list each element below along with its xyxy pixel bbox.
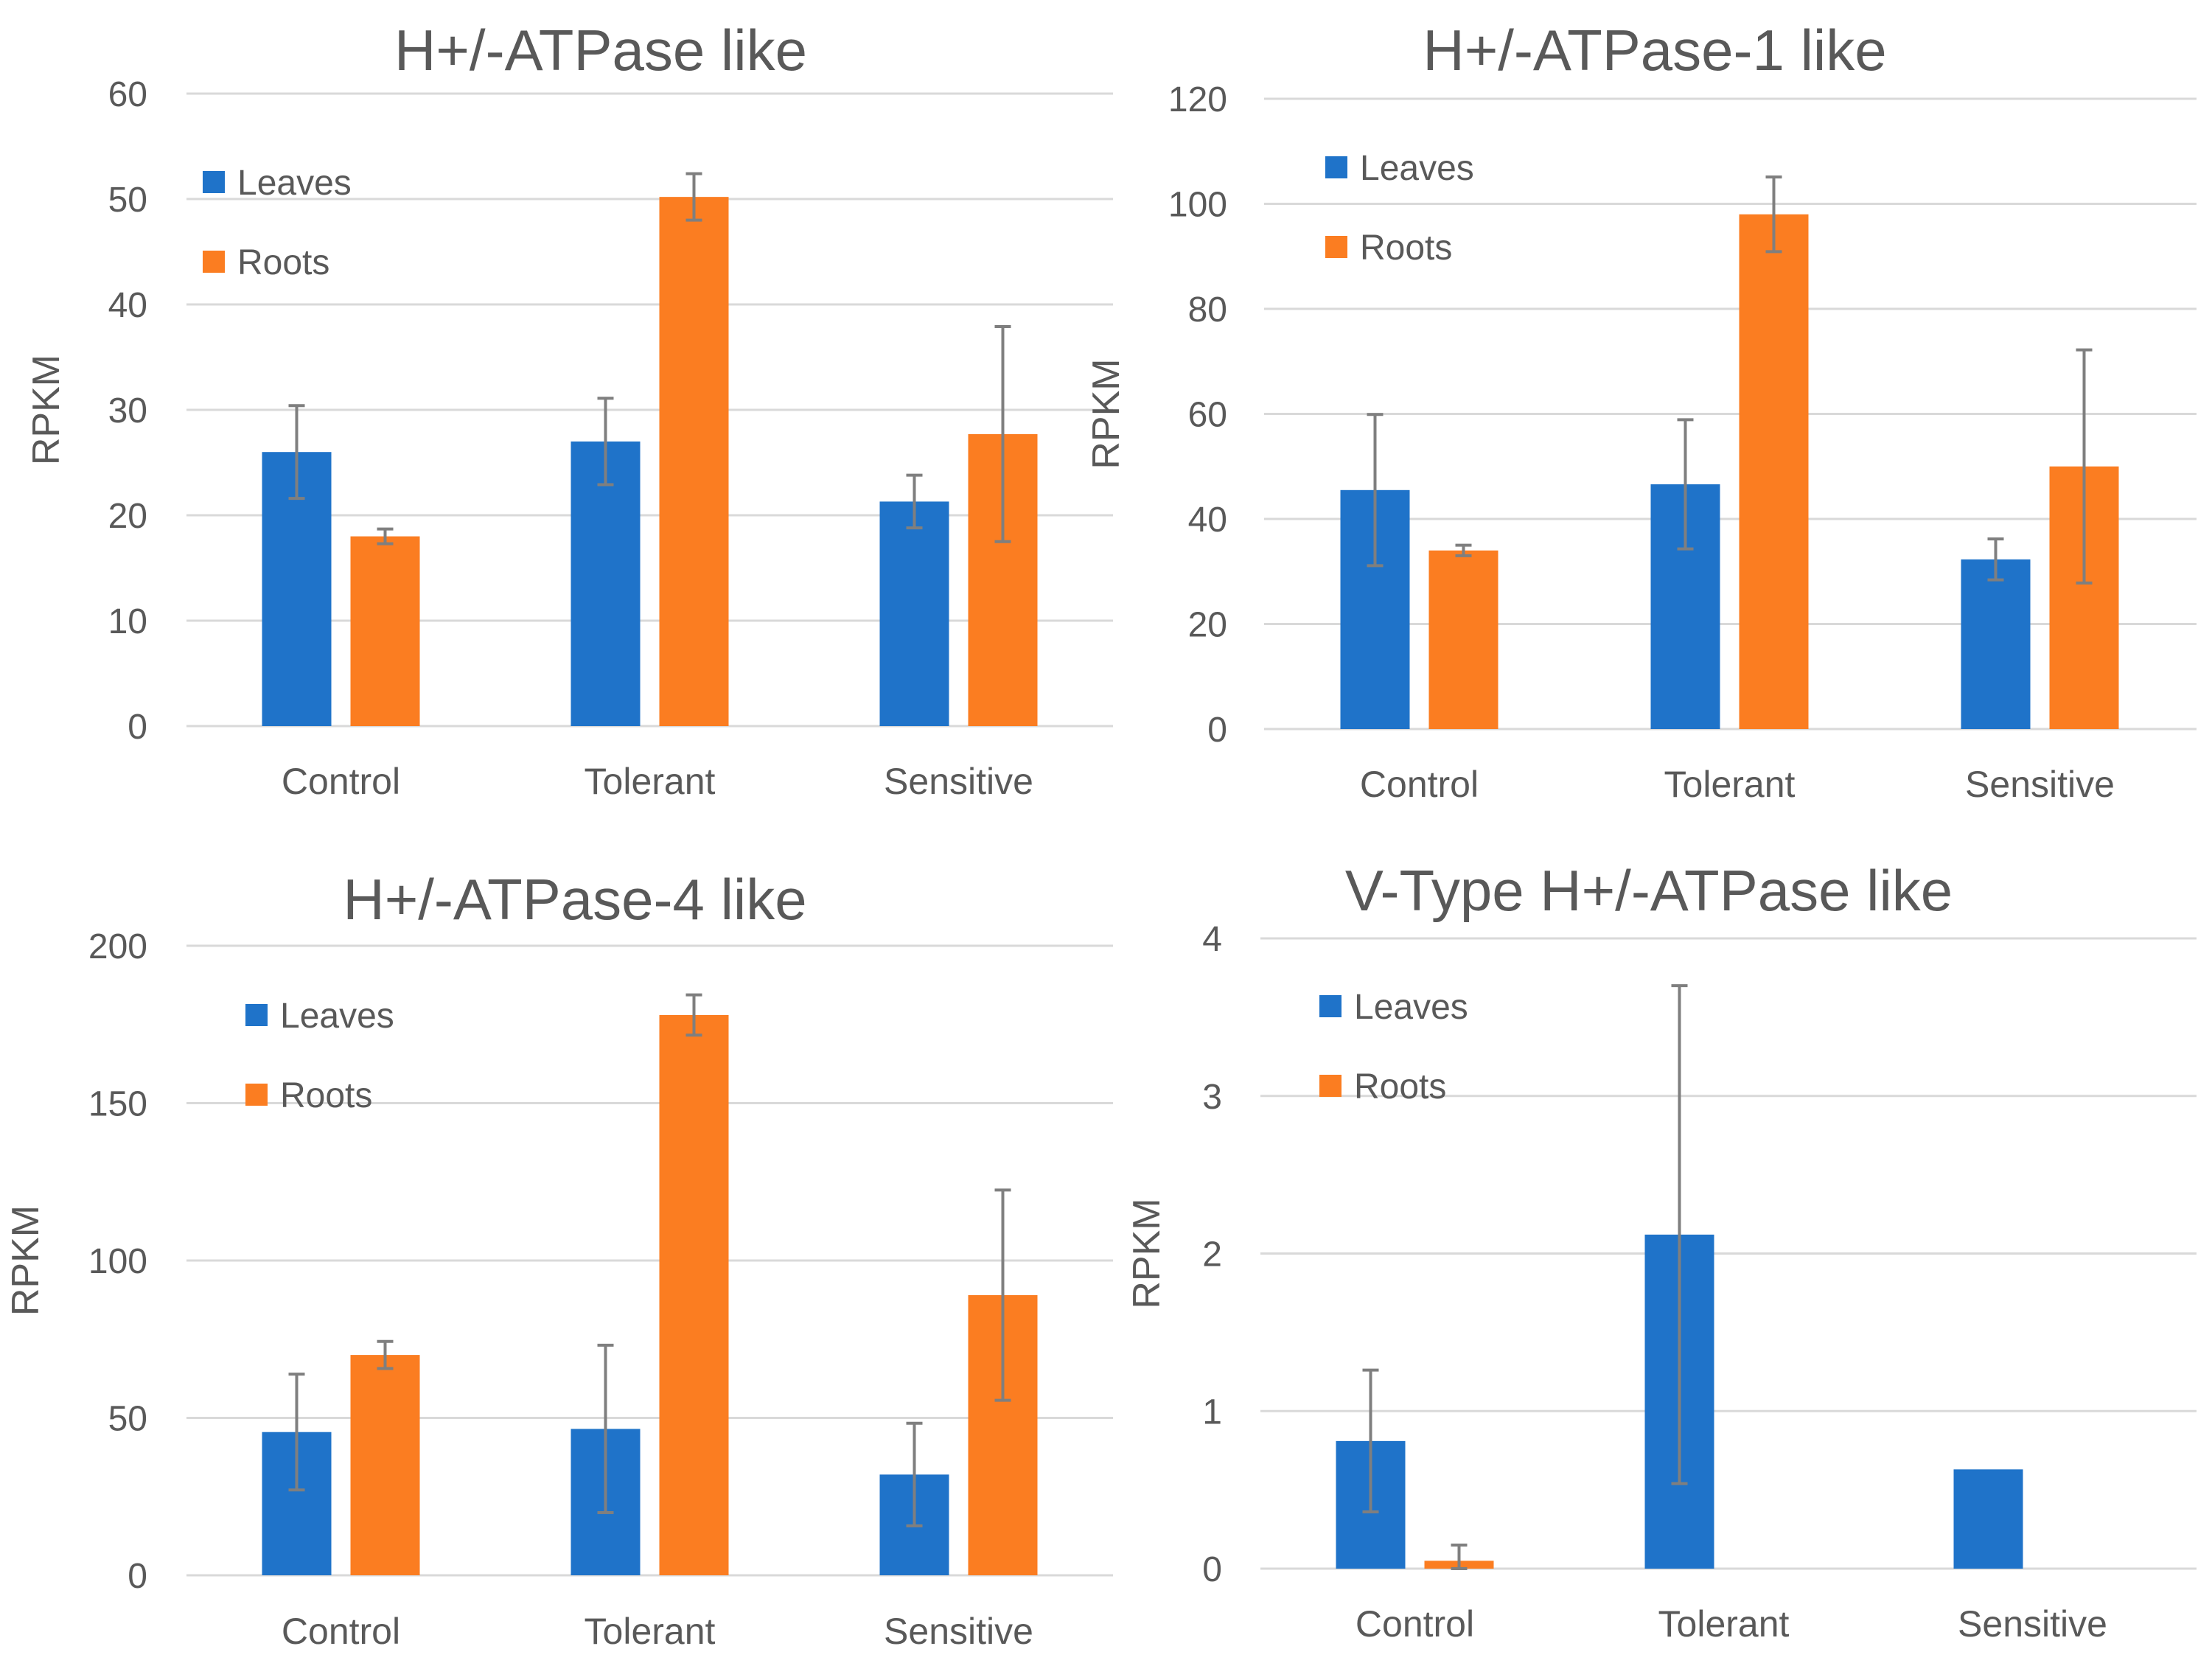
legend-label-leaves: Leaves [280, 997, 394, 1036]
y-tick-label: 30 [108, 391, 147, 430]
legend-label-leaves: Leaves [1360, 149, 1474, 188]
y-tick-label: 150 [88, 1085, 147, 1124]
category-label: Sensitive [1958, 1603, 2107, 1645]
y-axis-title: RPKM [1126, 1198, 1168, 1308]
chart-panel-2: 0 20 40 60 80 100 120 H+/-ATPase-1 like RPKM Cont… [1085, 18, 2197, 805]
y-tick-label: 40 [108, 286, 147, 325]
category-label: Sensitive [1965, 764, 2115, 805]
category-label: Control [1360, 764, 1479, 805]
bar-roots-tolerant [1739, 214, 1809, 729]
y-tick-label: 2 [1202, 1235, 1222, 1275]
legend-swatch-leaves [203, 171, 225, 193]
chart-title: H+/-ATPase like [394, 18, 807, 83]
y-tick-label: 20 [1188, 606, 1227, 645]
y-tick-label: 200 [88, 927, 147, 966]
y-axis-title: RPKM [1085, 358, 1128, 469]
category-label: Tolerant [1658, 1603, 1790, 1645]
y-tick-label: 100 [1168, 186, 1227, 225]
bar-leaves-sensitive [879, 501, 949, 726]
chart-title: V-Type H+/-ATPase like [1345, 858, 1953, 923]
category-label: Control [282, 1611, 400, 1652]
y-tick-label: 100 [88, 1242, 147, 1281]
legend-label-leaves: Leaves [1354, 988, 1468, 1027]
y-tick-label: 50 [108, 181, 147, 220]
y-axis-title: RPKM [4, 1205, 47, 1316]
y-axis-title: RPKM [25, 355, 68, 465]
y-tick-label: 1 [1202, 1392, 1222, 1432]
category-label: Tolerant [585, 761, 716, 802]
y-tick-label: 20 [108, 497, 147, 536]
category-label: Tolerant [585, 1611, 716, 1652]
bar-leaves-tolerant [571, 441, 641, 726]
bar-roots-tolerant [659, 1014, 729, 1575]
legend-label-roots: Roots [237, 243, 329, 282]
y-tick-label: 50 [108, 1400, 147, 1439]
y-tick-label: 3 [1202, 1078, 1222, 1117]
y-tick-label: 10 [108, 602, 147, 641]
y-tick-label: 0 [1207, 711, 1227, 750]
category-label: Sensitive [884, 761, 1033, 802]
category-label: Sensitive [884, 1611, 1033, 1652]
bar-roots-control [350, 536, 420, 726]
legend-label-leaves: Leaves [237, 164, 352, 203]
chart-title: H+/-ATPase-1 like [1423, 18, 1886, 83]
chart-panel-1: 0 10 20 30 40 50 60 H+/-ATPase like RPKM Control T… [25, 18, 1113, 802]
y-tick-label: 120 [1168, 80, 1227, 119]
legend-swatch-roots [1325, 236, 1347, 258]
legend-swatch-roots [245, 1084, 268, 1106]
y-tick-label: 40 [1188, 501, 1227, 540]
legend-label-roots: Roots [1360, 229, 1452, 268]
category-label: Control [282, 761, 400, 802]
legend-swatch-roots [1319, 1075, 1341, 1097]
legend-swatch-leaves [1319, 995, 1341, 1017]
y-tick-label: 0 [128, 1557, 147, 1596]
chart-title: H+/-ATPase-4 like [343, 867, 806, 932]
legend-swatch-leaves [1325, 156, 1347, 178]
bar-roots-control [350, 1355, 420, 1575]
legend-swatch-leaves [245, 1004, 268, 1026]
legend-swatch-roots [203, 251, 225, 273]
bar-leaves-sensitive [1961, 559, 2031, 729]
bar-leaves-sensitive [1953, 1469, 2023, 1569]
legend-label-roots: Roots [280, 1076, 372, 1115]
y-tick-label: 80 [1188, 290, 1227, 330]
legend-label-roots: Roots [1354, 1067, 1446, 1106]
category-label: Tolerant [1664, 764, 1796, 805]
bar-roots-control [1428, 550, 1498, 729]
bar-roots-tolerant [659, 197, 729, 726]
y-tick-label: 0 [1202, 1550, 1222, 1589]
chart-panel-4: 0 1 2 3 4 V-Type H+/-ATPase like RPKM Control To… [1126, 858, 2197, 1645]
y-tick-label: 4 [1202, 920, 1222, 959]
y-tick-label: 60 [1188, 396, 1227, 435]
category-label: Control [1356, 1603, 1474, 1645]
y-tick-label: 0 [128, 708, 147, 747]
y-tick-label: 60 [108, 75, 147, 114]
chart-panel-3: 0 50 100 150 200 H+/-ATPase-4 like RPKM Control… [4, 867, 1113, 1652]
